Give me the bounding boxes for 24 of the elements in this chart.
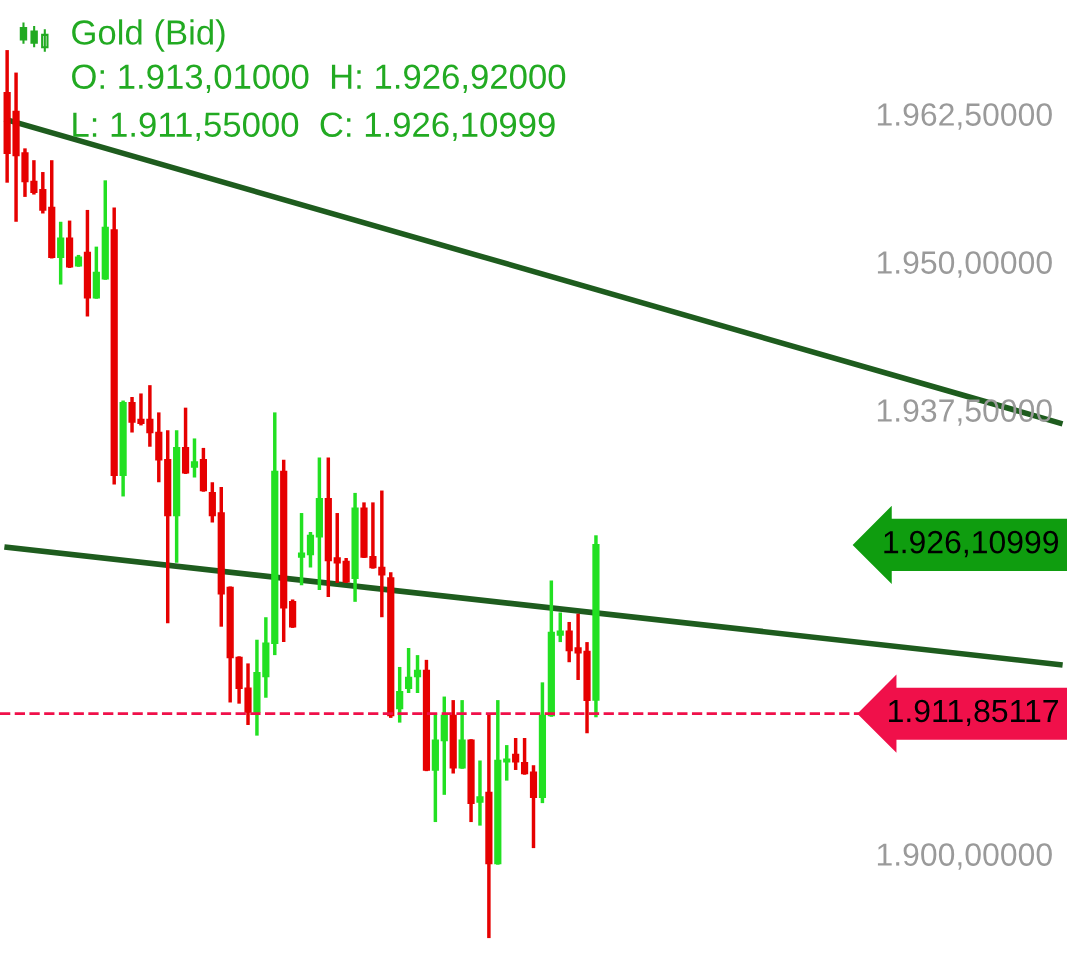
- annotation: L: 1.911,55000 C: 1.926,10999: [73, 112, 555, 142]
- candlestick: [342, 558, 350, 583]
- candlestick: [565, 620, 573, 663]
- ref-line-label: 1.911,85117: [889, 699, 1058, 727]
- candlestick: [333, 513, 341, 583]
- text: Gold (Bid): [72, 19, 225, 52]
- candlestick: [57, 221, 65, 285]
- candlestick: [476, 760, 484, 826]
- annotation: 1.926,10999: [884, 530, 1059, 558]
- candlestick: [208, 482, 216, 523]
- candlestick: [556, 612, 564, 644]
- candlestick: [520, 738, 529, 775]
- candlestick: [413, 655, 422, 693]
- candlestick: [503, 745, 511, 781]
- candlestick: [404, 648, 413, 693]
- y-tick-label: 1.900,00000: [877, 843, 1052, 870]
- candlestick: [306, 531, 315, 568]
- candlestick: [512, 738, 520, 770]
- candlestick: [190, 438, 199, 478]
- candlestick: [396, 665, 404, 723]
- y-tick-label: 1.950,00000: [877, 251, 1052, 278]
- candlestick: [297, 513, 306, 586]
- y-tick-label: 1.962,50000: [877, 103, 1052, 130]
- annotation: O: 1.913,01000 H: 1.926,92000: [72, 64, 566, 94]
